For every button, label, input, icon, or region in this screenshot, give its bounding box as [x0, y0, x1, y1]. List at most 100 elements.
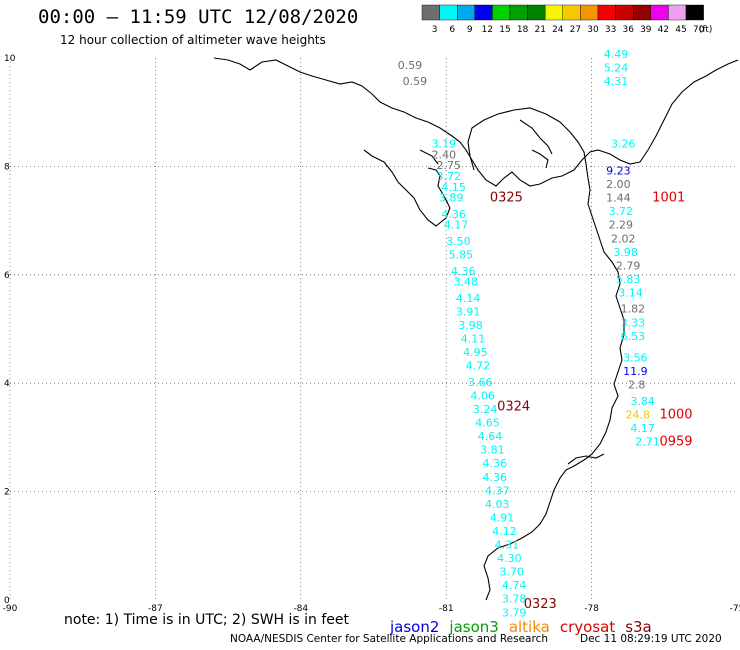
longitude-tick-label: -84	[293, 604, 308, 614]
wave-height-label: 3.14	[618, 286, 643, 299]
wave-height-label: 24.8	[626, 408, 651, 421]
mission-label-jason2: jason2	[390, 618, 440, 636]
scale-swatch	[492, 4, 511, 21]
page-subtitle: 12 hour collection of altimeter wave hei…	[60, 33, 326, 47]
scale-label: 3	[432, 25, 438, 35]
wave-height-label: 2.79	[616, 259, 641, 272]
wave-height-label: 3.26	[611, 137, 636, 150]
wave-height-label: 3.98	[613, 246, 638, 259]
scale-swatch	[615, 4, 634, 21]
scale-swatch	[474, 4, 493, 21]
scale-swatch	[633, 4, 652, 21]
longitude-tick-label: -87	[148, 604, 163, 614]
pass-time-label: 0324	[497, 399, 530, 414]
scale-swatch	[439, 4, 458, 21]
wave-height-label: 4.14	[456, 292, 481, 305]
scale-swatch	[650, 4, 669, 21]
wave-height-label: 4.17	[444, 219, 469, 232]
wave-height-label: 9.23	[606, 165, 631, 178]
wave-height-label: 4.91	[490, 511, 515, 524]
wave-height-label: 1.82	[621, 303, 646, 316]
scale-label: 24	[552, 25, 564, 35]
mission-label-s3a: s3a	[625, 618, 652, 636]
scale-label: 70	[693, 25, 705, 35]
wave-height-label: 3.84	[630, 395, 655, 408]
wave-height-label: 4.03	[485, 498, 510, 511]
wave-height-label: 4.36	[483, 457, 508, 470]
wave-height-label: 4.31	[495, 539, 519, 552]
wave-height-label: 6.53	[621, 330, 646, 343]
wave-height-label: 4.11	[461, 333, 486, 346]
scale-label: 18	[517, 25, 529, 35]
latitude-tick-label: 0	[4, 596, 10, 606]
scale-label: 30	[587, 25, 599, 35]
scale-label: 39	[640, 25, 652, 35]
wave-height-label: 4.36	[441, 208, 466, 221]
latitude-tick-label: 8	[4, 162, 10, 172]
wave-height-label: 3.72	[609, 205, 634, 218]
scale-swatch	[457, 4, 476, 21]
scale-label: 45	[675, 25, 686, 35]
scale-swatch	[580, 4, 599, 21]
wave-height-label: 3.48	[453, 276, 478, 289]
scale-swatch	[509, 4, 528, 21]
wave-height-label: 4.12	[492, 525, 517, 538]
scale-label: 21	[534, 25, 545, 35]
wave-height-label: 3.79	[502, 606, 526, 619]
wave-height-label: 3.24	[473, 403, 498, 416]
longitude-tick-label: -90	[3, 604, 18, 614]
mission-legend: jason2 jason3 altika cryosat s3a	[390, 618, 662, 636]
wave-height-label: 3.50	[446, 235, 471, 248]
wave-height-label: 3.91	[456, 305, 481, 318]
wave-height-label: 0.59	[398, 59, 423, 72]
wave-height-label: 3.78	[502, 593, 526, 606]
wave-height-label: 4.36	[451, 265, 476, 278]
wave-height-label: 2.40	[432, 148, 457, 161]
scale-label: 33	[605, 25, 616, 35]
scale-swatch	[421, 4, 440, 21]
latitude-tick-label: 4	[4, 379, 10, 389]
pass-time-label: 1000	[659, 407, 692, 422]
wave-height-label: 4.15	[441, 181, 466, 194]
mission-label-altika: altika	[508, 618, 550, 636]
wave-height-label: 3.81	[480, 444, 505, 457]
wave-height-label: 4.31	[604, 75, 629, 88]
wave-height-label: 1.44	[606, 192, 631, 205]
wave-height-label: 4.30	[497, 552, 521, 565]
longitude-tick-label: -78	[584, 604, 599, 614]
scale-label: 42	[658, 25, 669, 35]
scale-label: 6	[449, 25, 455, 35]
wave-height-label: 2.8	[628, 379, 646, 392]
scale-label: 27	[570, 25, 581, 35]
wave-height-label: 4.72	[466, 360, 491, 373]
wave-height-label: 3.72	[437, 170, 462, 183]
wave-height-label: 3.66	[468, 376, 493, 389]
wave-height-label: 3.19	[432, 137, 457, 150]
wave-height-label: 4.17	[630, 422, 655, 435]
longitude-tick-label: -75	[730, 604, 740, 614]
pass-time-label: 0323	[524, 597, 557, 612]
scale-swatch	[527, 4, 546, 21]
scale-swatch	[668, 4, 687, 21]
latitude-tick-label: 2	[4, 488, 10, 498]
scale-swatch	[545, 4, 564, 21]
scale-label: 36	[622, 25, 634, 35]
wave-height-label: 2.00	[606, 178, 631, 191]
wave-height-label: 5.85	[449, 249, 474, 262]
wave-height-label: 2.29	[609, 219, 634, 232]
wave-height-label: 3.89	[439, 192, 464, 205]
credit-line: NOAA/NESDIS Center for Satellite Applica…	[230, 633, 548, 645]
color-scale-bar: 3 6 9 12 15 18 21 24 27 30 33 36 39 42 45 70(ft)	[421, 4, 712, 35]
units-note: note: 1) Time is in UTC; 2) SWH is in fe…	[64, 612, 350, 628]
pass-time-label: 1001	[652, 191, 685, 206]
wave-height-label: 4.74	[502, 579, 526, 592]
mission-label-cryosat: cryosat	[559, 618, 616, 636]
wave-height-label: 4.64	[478, 430, 503, 443]
pass-time-label: 0959	[659, 435, 692, 450]
scale-swatch	[685, 4, 704, 21]
wave-height-label: 4.65	[475, 417, 500, 430]
page-title: 00:00 – 11:59 UTC 12/08/2020	[38, 6, 359, 28]
latitude-tick-label: 10	[4, 54, 16, 64]
wave-height-label: 4.49	[604, 48, 629, 61]
